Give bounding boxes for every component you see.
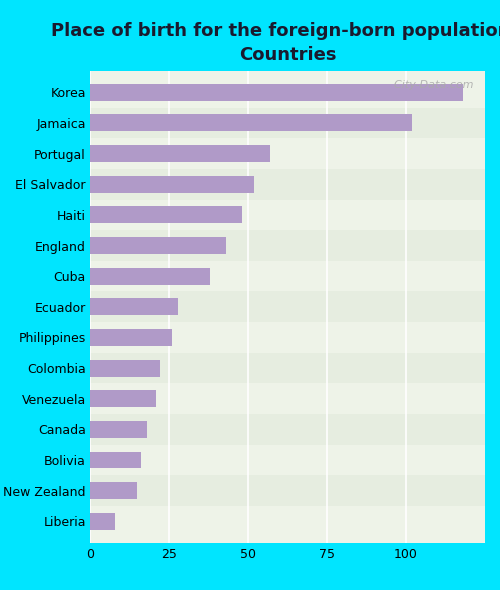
Bar bbox=[90, 384, 485, 414]
Bar bbox=[90, 268, 210, 284]
Bar bbox=[90, 268, 210, 284]
Bar bbox=[90, 230, 485, 261]
Bar bbox=[90, 391, 156, 407]
Bar bbox=[90, 114, 412, 132]
Bar bbox=[90, 451, 140, 468]
Bar bbox=[90, 360, 160, 376]
Bar bbox=[90, 176, 254, 192]
Bar bbox=[90, 445, 485, 476]
Bar bbox=[90, 176, 254, 192]
Text: City-Data.com: City-Data.com bbox=[386, 80, 473, 90]
Bar bbox=[90, 414, 485, 445]
Bar bbox=[90, 353, 485, 384]
Bar bbox=[90, 237, 226, 254]
Bar bbox=[90, 291, 485, 322]
Bar bbox=[90, 322, 485, 353]
Bar bbox=[90, 169, 485, 199]
Bar bbox=[90, 513, 116, 530]
Bar bbox=[90, 199, 485, 230]
Bar bbox=[90, 391, 156, 407]
Bar bbox=[90, 299, 178, 315]
Bar bbox=[90, 360, 160, 376]
Bar bbox=[90, 506, 485, 537]
Bar bbox=[90, 84, 463, 101]
Bar bbox=[90, 138, 485, 169]
Bar bbox=[90, 421, 147, 438]
Bar bbox=[90, 482, 138, 499]
Bar bbox=[90, 476, 485, 506]
Bar bbox=[90, 451, 140, 468]
Bar bbox=[90, 237, 226, 254]
Bar bbox=[90, 421, 147, 438]
Bar bbox=[90, 145, 270, 162]
Bar bbox=[90, 145, 270, 162]
Bar bbox=[90, 84, 463, 101]
Bar bbox=[90, 329, 172, 346]
Bar bbox=[90, 299, 178, 315]
Bar bbox=[90, 107, 485, 138]
Bar bbox=[90, 206, 242, 223]
Bar bbox=[90, 482, 138, 499]
Bar bbox=[90, 77, 485, 107]
Bar bbox=[90, 261, 485, 291]
Bar bbox=[90, 206, 242, 223]
Bar bbox=[90, 114, 412, 132]
Bar bbox=[90, 513, 116, 530]
Bar bbox=[90, 329, 172, 346]
Title: Place of birth for the foreign-born population -
Countries: Place of birth for the foreign-born popu… bbox=[51, 22, 500, 64]
